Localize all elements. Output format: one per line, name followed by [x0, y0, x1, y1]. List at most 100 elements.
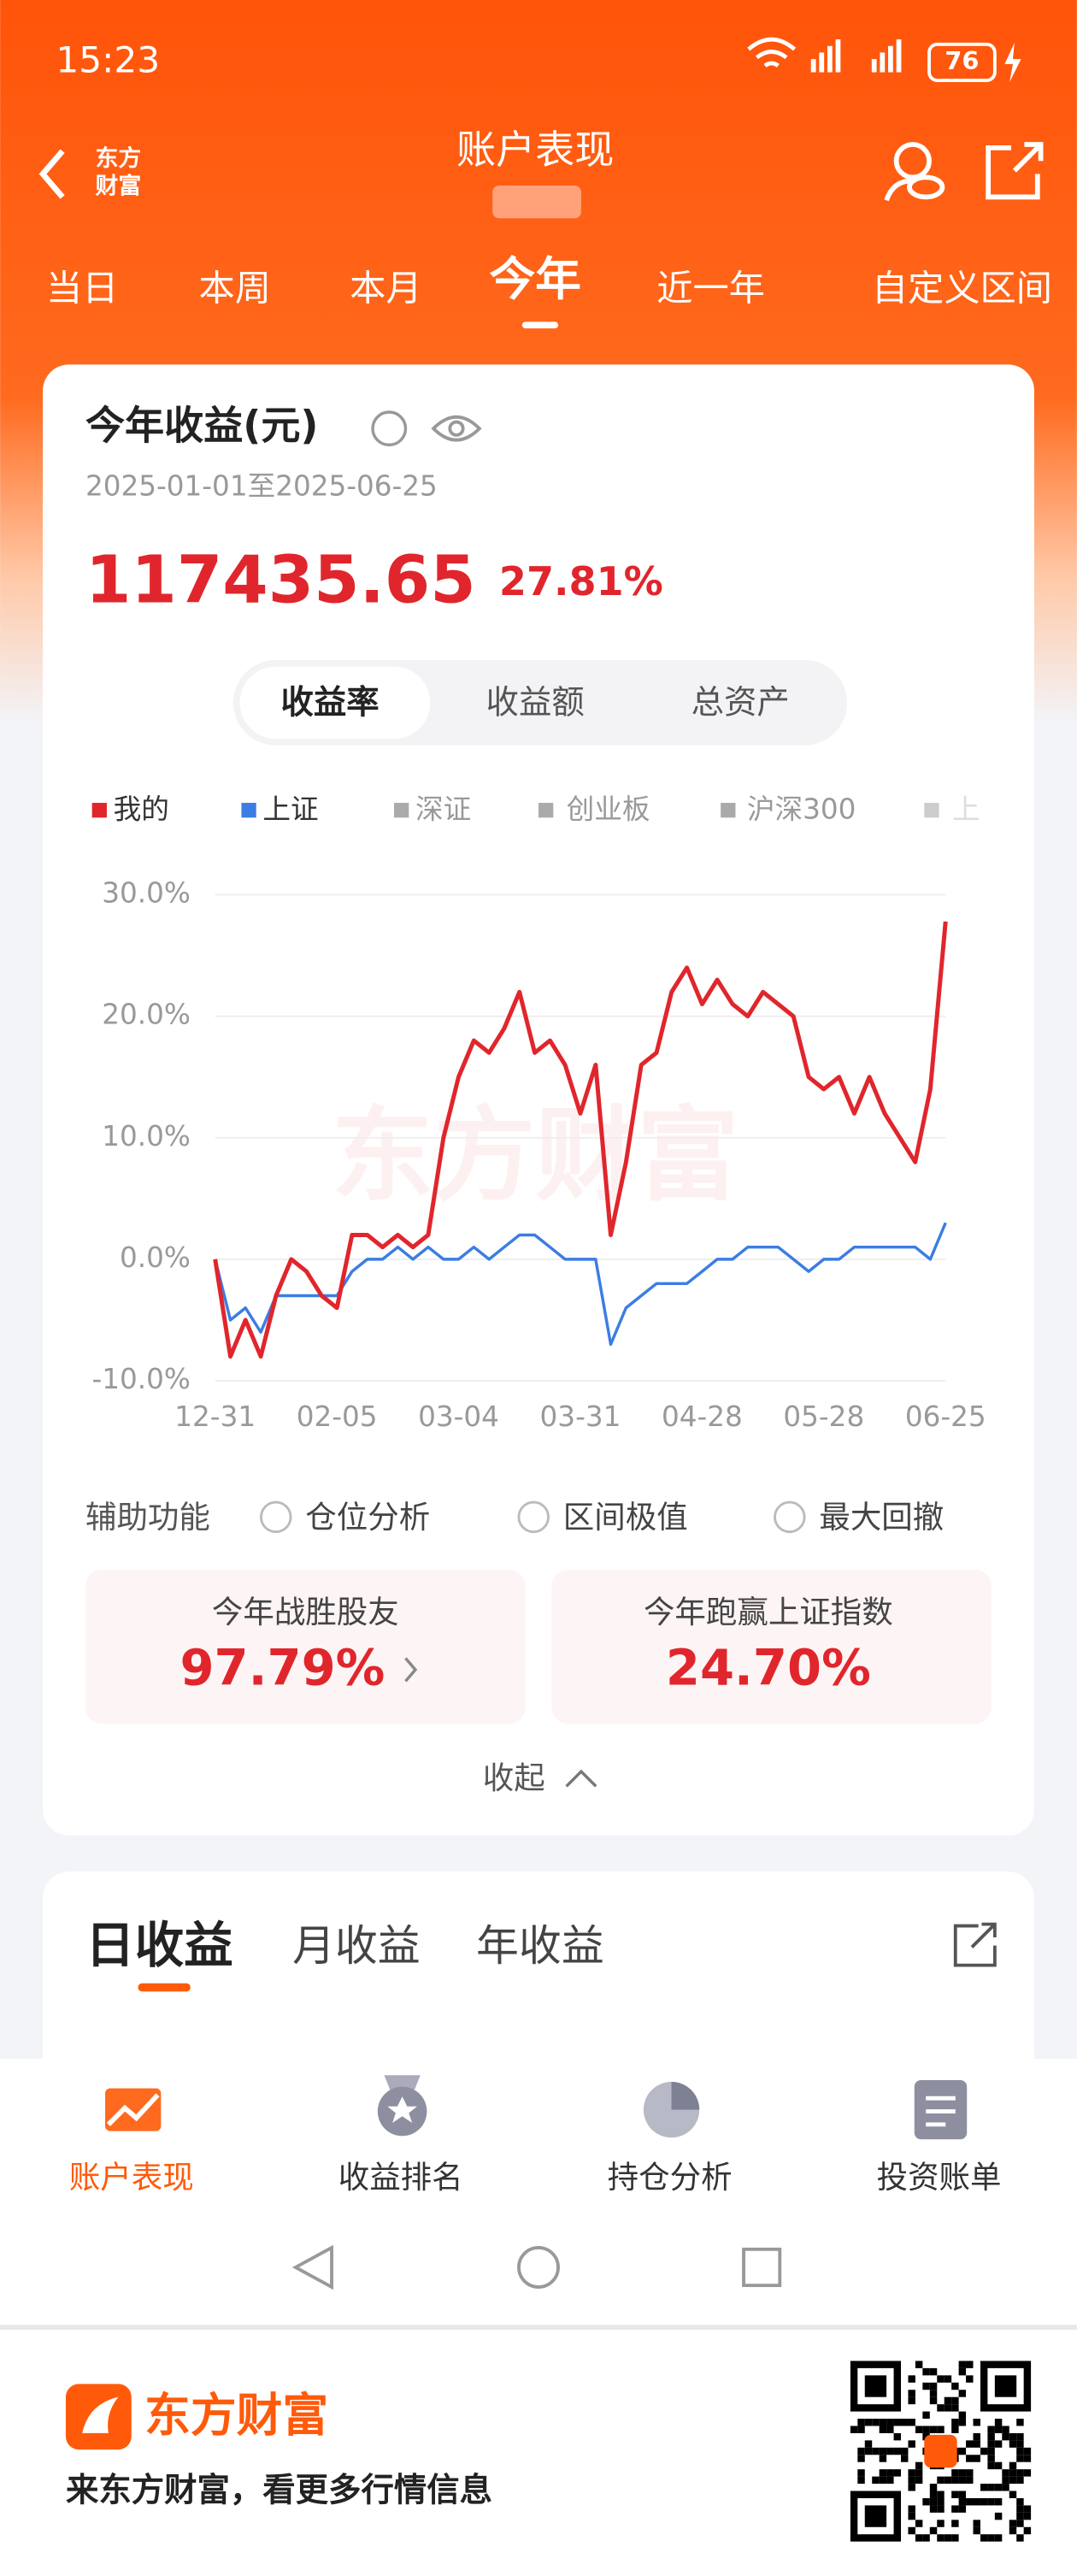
footer [0, 2325, 1077, 2576]
aux-option[interactable]: 最大回撤 [819, 1499, 944, 1536]
eye-icon[interactable] [431, 416, 482, 442]
qr-cell [908, 2469, 915, 2477]
collapse[interactable]: 收起 [483, 1760, 545, 1796]
qr-cell [1002, 2476, 1009, 2485]
qr-cell [929, 2390, 938, 2397]
qr-cell [958, 2476, 967, 2485]
stat-value: 24.70% [666, 1640, 871, 1697]
qr-cell [973, 2432, 980, 2441]
time: 15:23 [56, 38, 160, 80]
radio[interactable] [260, 1500, 292, 1534]
qr-cell [987, 2455, 995, 2462]
tab-indicator [521, 321, 559, 329]
qr-cell [893, 2432, 902, 2441]
qr-cell [1002, 2469, 1009, 2477]
user-icon[interactable] [884, 142, 945, 202]
qr-finder [994, 2375, 1017, 2397]
y-tick-label: 20.0% [102, 999, 191, 1031]
system-nav [291, 2244, 782, 2290]
footer-logo-mark [82, 2396, 119, 2433]
back-button[interactable] [38, 149, 65, 199]
stat-box[interactable] [85, 1569, 526, 1724]
qr-cell [929, 2505, 938, 2513]
tab[interactable]: 当日 [46, 267, 118, 309]
aux-option[interactable]: 区间极值 [563, 1499, 688, 1536]
qr-cell [958, 2361, 967, 2368]
qr-cell [966, 2476, 974, 2485]
income-tab-active[interactable]: 日收益 [85, 1917, 233, 1974]
share-icon[interactable] [953, 1922, 997, 1967]
qr-cell [994, 2484, 1003, 2491]
nav-label[interactable]: 收益排名 [338, 2159, 463, 2196]
qr-cell [886, 2469, 894, 2477]
qr-cell [944, 2534, 952, 2542]
battery: 76 [945, 46, 979, 75]
tab[interactable]: 自定义区间 [872, 267, 1052, 309]
qr-cell [1002, 2484, 1009, 2491]
share-icon[interactable] [986, 142, 1044, 200]
toggle-option[interactable]: 收益率 [281, 683, 380, 722]
qr-cell [994, 2497, 1003, 2506]
tab[interactable]: 近一年 [656, 267, 765, 309]
y-tick-label: -10.0% [91, 1363, 190, 1395]
qr-cell [958, 2390, 967, 2397]
status-icons [747, 37, 1021, 83]
legend-label[interactable]: 上 [952, 793, 980, 826]
qr-cell [994, 2419, 1003, 2426]
qr-code [850, 2361, 1032, 2542]
qr-cell [908, 2390, 915, 2397]
nav-label-active[interactable]: 账户表现 [69, 2159, 194, 2196]
qr-cell [937, 2375, 945, 2383]
radio[interactable] [517, 1500, 550, 1534]
tab[interactable]: 本月 [350, 267, 421, 309]
qr-cell [922, 2367, 930, 2376]
qr-cell [1002, 2432, 1009, 2441]
qr-cell [987, 2497, 995, 2506]
tab-active[interactable]: 今年 [489, 252, 581, 306]
qr-cell [958, 2419, 967, 2426]
qr-cell [901, 2447, 909, 2455]
qr-cell [1016, 2505, 1024, 2513]
qr-finder [864, 2375, 887, 2397]
qr-cell [966, 2469, 974, 2477]
legend-swatch [394, 803, 409, 818]
qr-cell [1016, 2497, 1024, 2506]
qr-cell [857, 2455, 865, 2462]
tab[interactable]: 本周 [198, 267, 270, 309]
radio[interactable] [774, 1500, 806, 1534]
nav-label[interactable]: 投资账单 [877, 2159, 1002, 2196]
qr-cell [1023, 2447, 1032, 2455]
qr-cell [937, 2497, 945, 2506]
qr-cell [901, 2455, 909, 2462]
info-icon[interactable] [371, 410, 408, 447]
qr-cell [1016, 2419, 1024, 2426]
nav-label[interactable]: 持仓分析 [608, 2159, 733, 2196]
x-tick-label: 03-31 [540, 1400, 621, 1433]
qr-cell [1009, 2476, 1017, 2485]
toggle-option[interactable]: 总资产 [692, 683, 790, 722]
qr-cell [1009, 2469, 1017, 2477]
income-tab[interactable]: 月收益 [292, 1921, 421, 1971]
qr-cell [1002, 2426, 1009, 2433]
qr-cell [994, 2440, 1003, 2448]
qr-cell [893, 2447, 902, 2455]
legend-label[interactable]: 沪深300 [747, 793, 856, 826]
qr-cell [944, 2375, 952, 2383]
qr-cell [958, 2411, 967, 2420]
legend-label[interactable]: 创业板 [567, 793, 650, 826]
watermark: 东方财富 [332, 1096, 739, 1215]
x-tick-label: 03-04 [418, 1400, 499, 1433]
qr-cell [966, 2455, 974, 2462]
stat-value: 97.79% [180, 1640, 385, 1697]
qr-cell [966, 2361, 974, 2368]
legend-swatch [91, 803, 107, 818]
qr-cell [951, 2520, 959, 2527]
date-range: 2025-01-01至2025-06-25 [85, 469, 438, 502]
qr-cell [886, 2419, 894, 2426]
qr-cell [937, 2491, 945, 2498]
qr-cell [973, 2497, 980, 2506]
income-tab[interactable]: 年收益 [476, 1921, 604, 1971]
legend-label[interactable]: 深证 [415, 793, 471, 826]
aux-option[interactable]: 仓位分析 [305, 1499, 430, 1536]
toggle-option[interactable]: 收益额 [486, 683, 585, 722]
